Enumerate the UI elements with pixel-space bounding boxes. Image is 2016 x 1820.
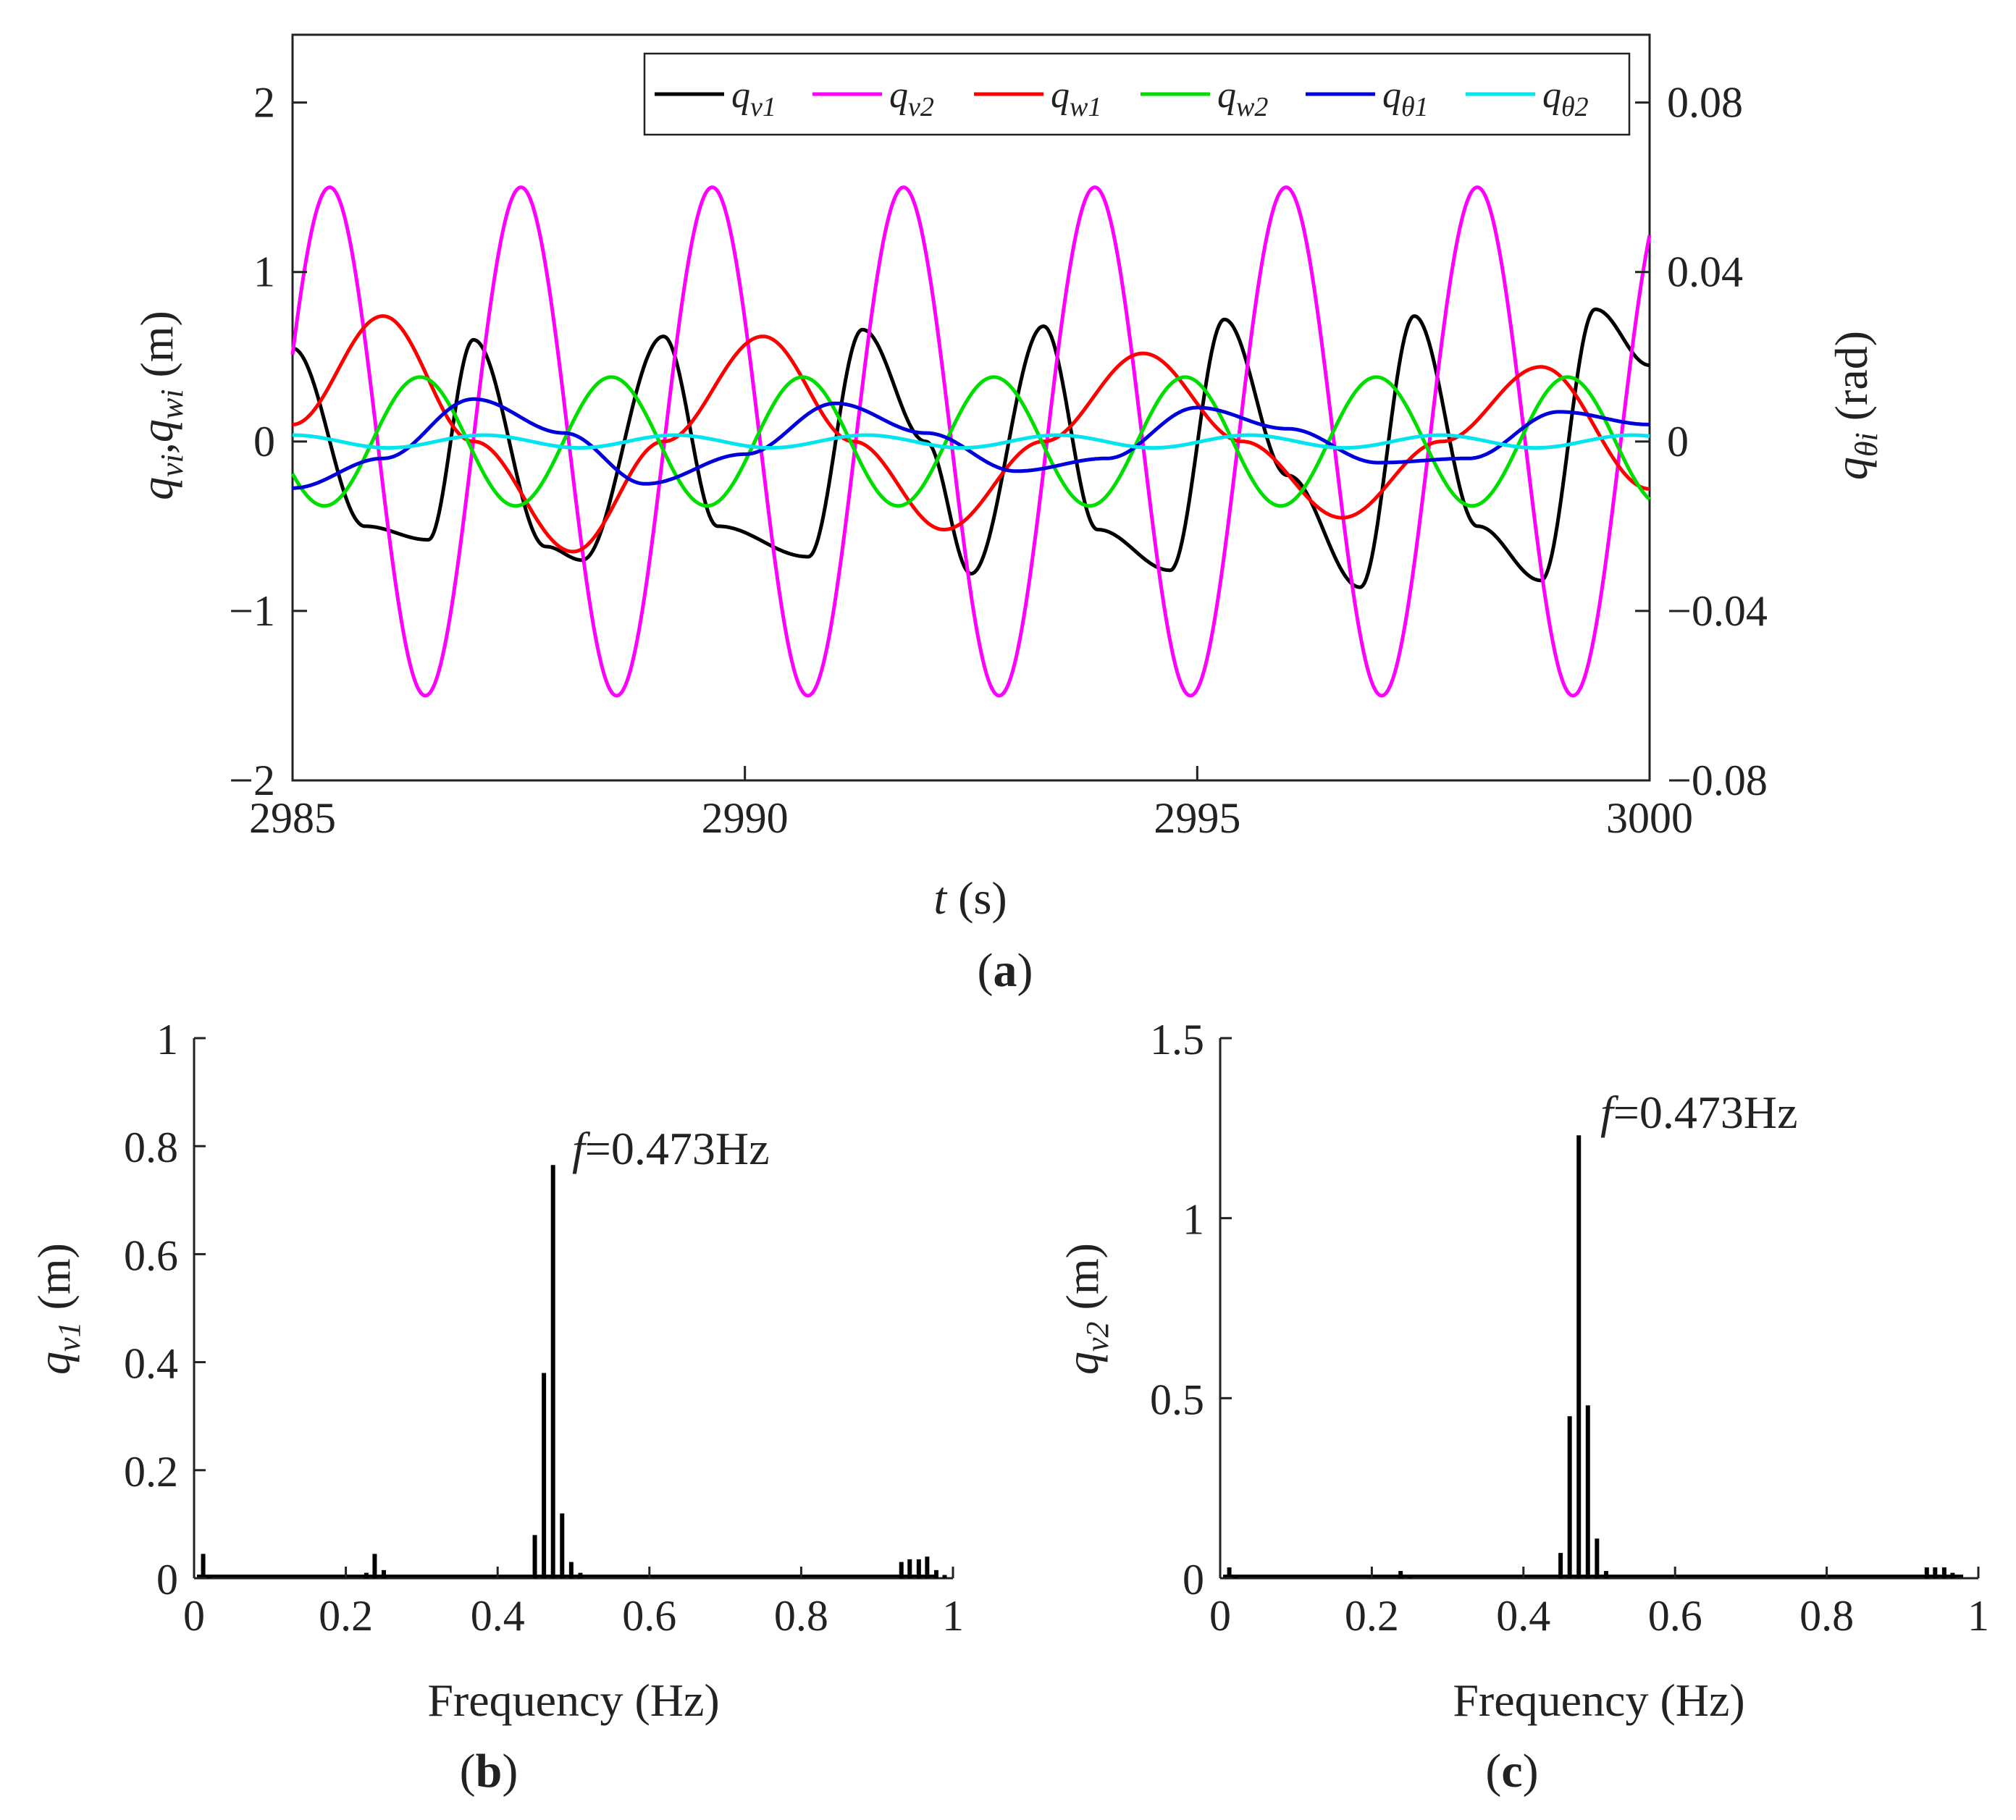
x-tick-label: 0 bbox=[183, 1592, 205, 1640]
svg-text:qv1 (m): qv1 (m) bbox=[28, 1243, 87, 1375]
x-tick-label: 2985 bbox=[249, 794, 336, 842]
series-line-q-theta1 bbox=[291, 397, 1651, 490]
x-tick-label: 3000 bbox=[1606, 794, 1693, 842]
x-tick-label: 0 bbox=[1209, 1592, 1231, 1640]
panel-c-xlabel: Frequency (Hz) bbox=[1453, 1674, 1744, 1726]
panel-c-ylabel: qv2 (m) bbox=[1057, 1243, 1115, 1375]
plot-b-frame bbox=[194, 1038, 953, 1578]
svg-text:qθ2: qθ2 bbox=[1542, 75, 1589, 122]
panel-a-left-ylabel: qvi,qwi (m) bbox=[131, 311, 190, 500]
panel-a-label: (a) bbox=[978, 944, 1033, 997]
y-tick-label: 0 bbox=[156, 1556, 178, 1604]
y-tick-label: 1 bbox=[1183, 1196, 1204, 1244]
panel-c-bars bbox=[1223, 1135, 1964, 1578]
x-tick-label: 0.2 bbox=[1345, 1592, 1399, 1640]
x-tick-label: 0.8 bbox=[774, 1592, 828, 1640]
x-tick-label: 0.2 bbox=[319, 1592, 373, 1640]
legend-item-q-v2: qv2 bbox=[812, 75, 934, 122]
y-tick-label: 0.5 bbox=[1150, 1375, 1204, 1423]
svg-text:qθ1: qθ1 bbox=[1382, 75, 1429, 122]
panel-a-ticks: 2985 2990 2995 3000 −2 −1 0 1 2 −0.08 −0.04 0 0.04 0.… bbox=[229, 79, 1768, 842]
panel-b-spectrum-qv1: 0 0.2 0.4 0.6 0.8 1 0 0.2 0.4 0.6 0.8 1 f=0.473Hz q… bbox=[28, 1016, 964, 1798]
y-right-tick-label: −0.04 bbox=[1667, 587, 1768, 635]
panel-a-right-ylabel: qθi (rad) bbox=[1826, 331, 1884, 480]
x-tick-label: 0.4 bbox=[471, 1592, 525, 1640]
x-tick-label: 0.8 bbox=[1799, 1592, 1854, 1640]
panel-c-spectrum-qv2: 0 0.2 0.4 0.6 0.8 1 0 0.5 1 1.5 f=0.473Hz qv2 (m)… bbox=[1057, 1016, 1989, 1798]
y-right-tick-label: −0.08 bbox=[1667, 757, 1768, 804]
series-line-q-w1 bbox=[291, 314, 1651, 554]
legend-item-q-theta2: qθ2 bbox=[1466, 75, 1589, 122]
legend-item-q-w1: qw1 bbox=[974, 75, 1101, 122]
y-right-tick-label: 0.08 bbox=[1667, 79, 1743, 127]
y-left-tick-label: 1 bbox=[253, 248, 275, 296]
panel-b-ylabel: qv1 (m) bbox=[28, 1243, 87, 1375]
y-tick-label: 0 bbox=[1183, 1556, 1204, 1604]
y-tick-label: 0.2 bbox=[124, 1448, 178, 1496]
series-line-q-v1 bbox=[291, 307, 1651, 589]
y-right-tick-label: 0.04 bbox=[1667, 248, 1743, 296]
panel-b-ticks: 0 0.2 0.4 0.6 0.8 1 0 0.2 0.4 0.6 0.8 1 bbox=[124, 1016, 964, 1640]
x-tick-label: 1 bbox=[1967, 1592, 1989, 1640]
legend-box bbox=[643, 52, 1631, 136]
panel-a-series-lines bbox=[290, 185, 1652, 698]
y-tick-label: 0.6 bbox=[124, 1231, 178, 1279]
y-left-tick-label: −1 bbox=[229, 587, 275, 635]
x-tick-label: 2995 bbox=[1154, 794, 1240, 842]
svg-text:qv2: qv2 bbox=[889, 75, 934, 122]
panel-c-label: (c) bbox=[1485, 1745, 1538, 1798]
legend-item-q-theta1: qθ1 bbox=[1306, 75, 1429, 122]
series-line-q-w2 bbox=[290, 375, 1651, 508]
y-left-tick-label: 0 bbox=[253, 418, 275, 465]
panel-b-xlabel: Frequency (Hz) bbox=[427, 1674, 719, 1726]
series-line-q-v2 bbox=[290, 185, 1652, 698]
series-line-q-theta2 bbox=[291, 433, 1651, 450]
y-tick-label: 0.8 bbox=[124, 1124, 178, 1171]
y-right-tick-label: 0 bbox=[1667, 418, 1689, 465]
panel-a-legend: qv1 qv2 qw1 qw2 qθ1 qθ2 bbox=[643, 52, 1631, 136]
panel-c-annotation: f=0.473Hz bbox=[1600, 1087, 1798, 1138]
x-tick-label: 2990 bbox=[702, 794, 789, 842]
y-left-tick-label: 2 bbox=[253, 79, 275, 127]
svg-text:qw2: qw2 bbox=[1217, 75, 1268, 122]
svg-text:qv1: qv1 bbox=[731, 75, 776, 122]
panel-c-ticks: 0 0.2 0.4 0.6 0.8 1 0 0.5 1 1.5 bbox=[1150, 1016, 1989, 1640]
svg-text:qvi,qwi (m): qvi,qwi (m) bbox=[131, 311, 190, 500]
legend-item-q-v1: qv1 bbox=[655, 75, 776, 122]
panel-a-time-history: 2985 2990 2995 3000 −2 −1 0 1 2 −0.08 −0.04 0 0.04 0.… bbox=[131, 33, 1884, 997]
y-tick-label: 0.4 bbox=[124, 1340, 178, 1388]
panel-b-annotation: f=0.473Hz bbox=[572, 1123, 770, 1174]
x-tick-label: 0.6 bbox=[1648, 1592, 1702, 1640]
svg-text:qθi (rad): qθi (rad) bbox=[1826, 331, 1884, 480]
y-tick-label: 1.5 bbox=[1150, 1016, 1204, 1063]
panel-a-xlabel: t (s) bbox=[933, 872, 1007, 924]
svg-text:qw1: qw1 bbox=[1051, 75, 1101, 122]
x-tick-label: 0.6 bbox=[622, 1592, 676, 1640]
svg-text:qv2 (m): qv2 (m) bbox=[1057, 1243, 1115, 1375]
legend-item-q-w2: qw2 bbox=[1141, 75, 1268, 122]
panel-b-bars bbox=[197, 1165, 947, 1578]
y-left-tick-label: −2 bbox=[229, 757, 275, 804]
x-tick-label: 1 bbox=[942, 1592, 964, 1640]
x-tick-label: 0.4 bbox=[1496, 1592, 1550, 1640]
panel-b-label: (b) bbox=[460, 1745, 518, 1798]
plot-a-frame bbox=[291, 33, 1651, 782]
y-tick-label: 1 bbox=[156, 1016, 178, 1063]
